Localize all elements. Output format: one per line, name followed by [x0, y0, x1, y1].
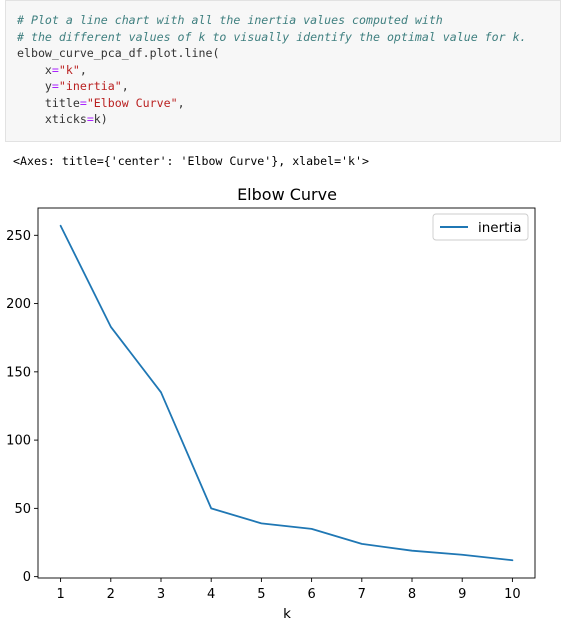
x-tick-label: 3	[157, 587, 165, 602]
code-line-6: title="Elbow Curve",	[17, 95, 185, 112]
code-equals: =	[51, 79, 59, 93]
y-tick-label: 50	[14, 502, 31, 517]
x-axis: 1 2 3 4 5 6 7 8 9 10	[56, 578, 521, 602]
code-call: elbow_curve_pca_df.plot.line(	[17, 46, 220, 60]
code-line-5: y="inertia",	[17, 78, 129, 95]
y-tick-label: 0	[23, 570, 31, 585]
code-line-1: # Plot a line chart with all the inertia…	[17, 12, 443, 29]
code-cell[interactable]: # Plot a line chart with all the inertia…	[5, 0, 561, 142]
code-arg-title-name: title	[44, 95, 80, 110]
code-comma: ,	[79, 62, 87, 77]
code-arg-x-name: x	[44, 62, 52, 77]
y-tick-label: 200	[6, 297, 31, 312]
x-tick-label: 9	[458, 587, 466, 602]
x-tick-label: 2	[107, 587, 115, 602]
code-line-3: elbow_curve_pca_df.plot.line(	[17, 45, 219, 62]
code-arg-x-value: "k"	[58, 62, 80, 77]
x-tick-label: 6	[307, 587, 315, 602]
code-equals: =	[51, 62, 59, 77]
code-equals: =	[79, 95, 87, 110]
plot-frame	[37, 207, 536, 579]
series-layer	[59, 224, 514, 562]
legend-label: inertia	[478, 220, 521, 236]
x-tick-label: 7	[358, 587, 366, 602]
cell-output-text: <Axes: title={'center': 'Elbow Curve'}, …	[13, 154, 369, 168]
x-tick-label: 10	[504, 587, 521, 602]
code-comma: ,	[121, 79, 129, 93]
code-comment-1: # Plot a line chart with all the inertia…	[17, 13, 443, 27]
code-comment-2: # the different values of k to visually …	[17, 29, 527, 44]
code-arg-y-name: y	[44, 79, 52, 93]
code-line-2: # the different values of k to visually …	[17, 29, 527, 46]
chart-legend: inertia	[432, 213, 529, 241]
x-tick-label: 8	[408, 587, 416, 602]
x-tick-label: 4	[207, 587, 215, 602]
code-arg-xticks-name: xticks	[44, 112, 87, 126]
x-tick-label: 5	[257, 587, 265, 602]
code-line-7: xticks=k)	[17, 111, 108, 128]
code-equals: =	[86, 112, 94, 126]
code-arg-y-value: "inertia"	[58, 79, 122, 93]
code-arg-title-value: "Elbow Curve"	[86, 95, 178, 110]
y-tick-label: 150	[6, 365, 31, 380]
code-line-4: x="k",	[17, 62, 87, 79]
code-comma: ,	[177, 95, 185, 110]
legend-box	[432, 213, 529, 241]
series-line-inertia	[59, 224, 514, 562]
y-tick-label: 250	[6, 229, 31, 244]
y-tick-label: 100	[6, 434, 31, 449]
y-axis: 0 50 100 150 200 250	[6, 229, 38, 585]
code-arg-xticks-value: k	[93, 112, 101, 126]
x-tick-label: 1	[56, 587, 64, 602]
chart-title: Elbow Curve	[237, 185, 337, 204]
code-close-paren: )	[100, 112, 108, 126]
x-axis-label: k	[283, 606, 291, 622]
